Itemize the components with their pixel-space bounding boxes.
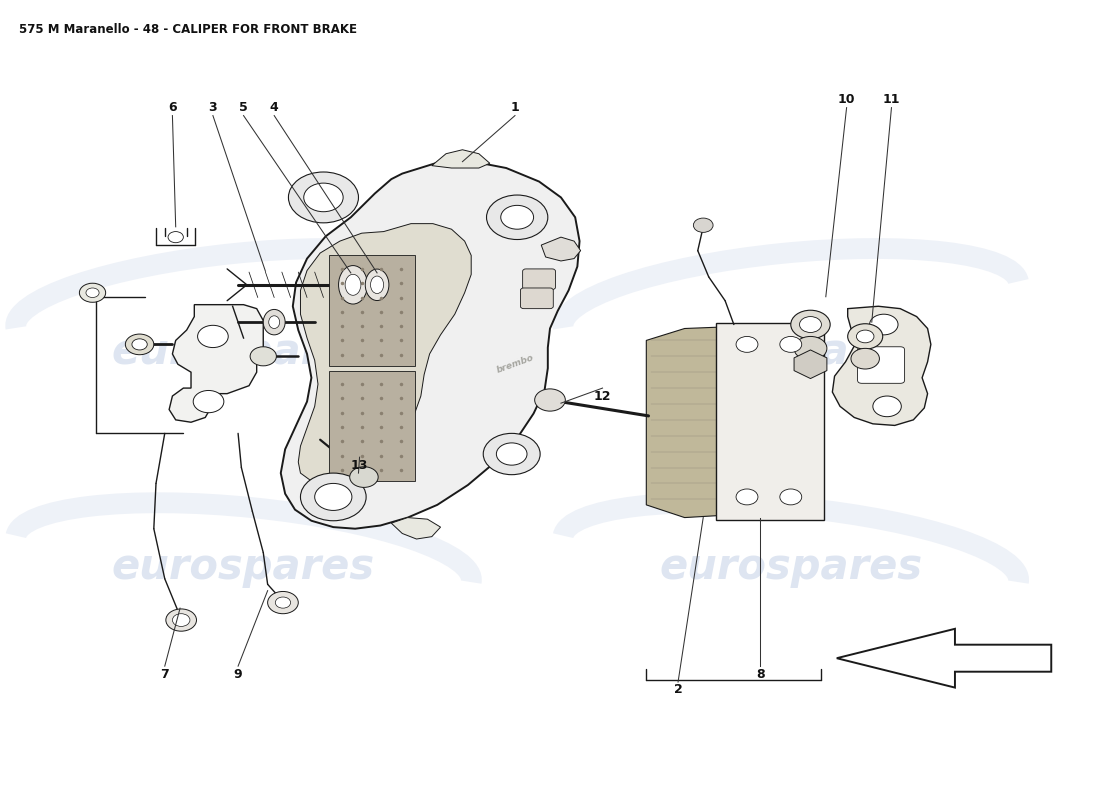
- Circle shape: [800, 317, 822, 333]
- Circle shape: [288, 172, 359, 223]
- Circle shape: [275, 597, 290, 608]
- Text: 5: 5: [239, 101, 248, 114]
- Circle shape: [496, 443, 527, 465]
- Ellipse shape: [263, 310, 285, 335]
- Circle shape: [780, 337, 802, 352]
- Text: eurospares: eurospares: [112, 546, 375, 588]
- Polygon shape: [794, 350, 827, 378]
- Polygon shape: [432, 150, 490, 168]
- FancyBboxPatch shape: [329, 255, 416, 366]
- Text: 9: 9: [234, 667, 242, 681]
- Polygon shape: [541, 237, 581, 261]
- Circle shape: [483, 434, 540, 474]
- Circle shape: [125, 334, 154, 354]
- Circle shape: [535, 389, 565, 411]
- Text: eurospares: eurospares: [659, 331, 922, 374]
- Polygon shape: [298, 224, 471, 483]
- Text: eurospares: eurospares: [659, 546, 922, 588]
- Circle shape: [693, 218, 713, 232]
- Circle shape: [166, 609, 197, 631]
- Polygon shape: [837, 629, 1052, 687]
- Circle shape: [500, 206, 534, 229]
- Circle shape: [486, 195, 548, 239]
- Ellipse shape: [339, 266, 367, 304]
- Text: 3: 3: [209, 101, 217, 114]
- Text: 575 M Maranello - 48 - CALIPER FOR FRONT BRAKE: 575 M Maranello - 48 - CALIPER FOR FRONT…: [19, 22, 358, 36]
- Circle shape: [851, 348, 879, 369]
- Polygon shape: [169, 305, 263, 422]
- Text: 4: 4: [270, 101, 278, 114]
- Text: 8: 8: [756, 667, 764, 681]
- Polygon shape: [833, 306, 931, 426]
- Text: 10: 10: [838, 93, 856, 106]
- Text: 2: 2: [673, 683, 682, 697]
- Circle shape: [194, 390, 224, 413]
- Circle shape: [736, 489, 758, 505]
- Circle shape: [873, 396, 901, 417]
- Circle shape: [350, 466, 378, 487]
- Polygon shape: [647, 327, 725, 518]
- Circle shape: [848, 324, 882, 349]
- Circle shape: [315, 483, 352, 510]
- Polygon shape: [280, 162, 580, 529]
- Circle shape: [780, 489, 802, 505]
- Circle shape: [86, 288, 99, 298]
- Circle shape: [132, 339, 147, 350]
- Ellipse shape: [365, 269, 389, 301]
- Circle shape: [168, 231, 184, 242]
- Text: 6: 6: [168, 101, 177, 114]
- Circle shape: [300, 473, 366, 521]
- FancyBboxPatch shape: [858, 346, 904, 383]
- Circle shape: [267, 591, 298, 614]
- Text: 1: 1: [510, 101, 519, 114]
- Circle shape: [870, 314, 898, 335]
- Circle shape: [198, 326, 228, 347]
- Ellipse shape: [345, 274, 361, 295]
- Text: 12: 12: [594, 390, 612, 402]
- Circle shape: [736, 337, 758, 352]
- FancyBboxPatch shape: [329, 370, 416, 481]
- Circle shape: [791, 310, 830, 339]
- Text: 11: 11: [882, 93, 900, 106]
- Circle shape: [250, 346, 276, 366]
- FancyBboxPatch shape: [520, 288, 553, 309]
- Circle shape: [304, 183, 343, 212]
- FancyBboxPatch shape: [716, 323, 824, 520]
- Circle shape: [79, 283, 106, 302]
- FancyBboxPatch shape: [522, 269, 556, 290]
- Ellipse shape: [371, 276, 384, 294]
- Text: 13: 13: [351, 458, 369, 472]
- Text: eurospares: eurospares: [112, 331, 375, 374]
- Ellipse shape: [268, 316, 279, 329]
- Polygon shape: [392, 518, 441, 539]
- Circle shape: [857, 330, 874, 342]
- Text: brembo: brembo: [495, 354, 535, 375]
- Text: 7: 7: [161, 667, 169, 681]
- Circle shape: [794, 337, 827, 360]
- Circle shape: [173, 614, 190, 626]
